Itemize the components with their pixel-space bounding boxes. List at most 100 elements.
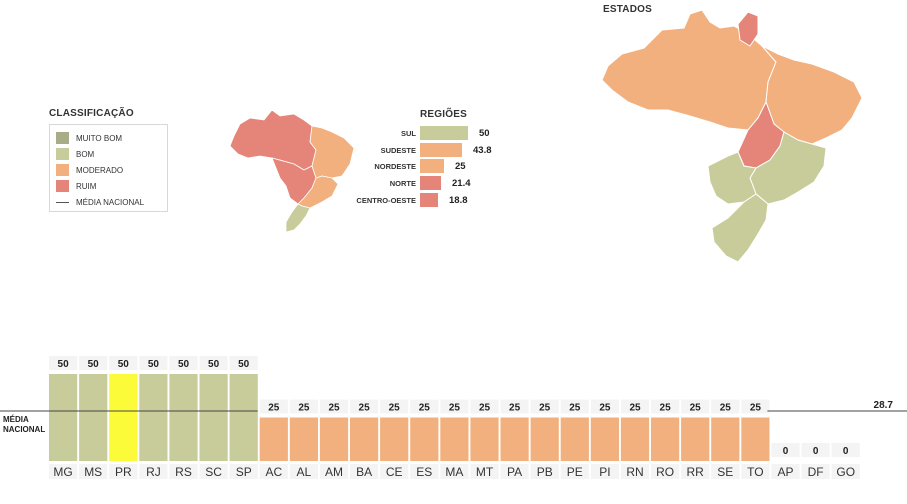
region-value: 50	[479, 128, 490, 139]
tick-bg	[410, 464, 439, 479]
tick-bg	[590, 464, 619, 479]
bar-se	[711, 417, 740, 461]
legend-label: MODERADO	[76, 165, 124, 175]
bar-value-bg	[229, 356, 258, 370]
tick-label: AP	[777, 465, 793, 479]
bar-ba	[350, 417, 379, 461]
bar-ce	[380, 417, 409, 461]
tick-label: MT	[476, 465, 494, 479]
bar-value-label: 25	[660, 403, 672, 414]
bar-ms	[79, 374, 108, 461]
tick-bg	[470, 464, 499, 479]
tick-bg	[169, 464, 198, 479]
bar-value-bg	[831, 443, 860, 457]
bar-value-bg	[711, 399, 740, 414]
tick-label: MS	[84, 465, 102, 479]
regions-map	[229, 109, 355, 233]
bar-value-bg	[169, 356, 198, 370]
bar-value-label: 25	[298, 403, 310, 414]
tick-label: GO	[836, 465, 855, 479]
bar-value-label: 25	[328, 403, 340, 414]
bar-value-bg	[651, 399, 680, 414]
tick-label: RS	[175, 465, 192, 479]
bar-value-label: 0	[843, 446, 849, 457]
states-title: ESTADOS	[603, 4, 652, 15]
regions-title: REGIÕES	[420, 109, 467, 120]
region-bar	[420, 193, 438, 207]
tick-bg	[620, 464, 650, 479]
bar-mg	[49, 374, 78, 461]
tick-bg	[681, 464, 710, 479]
tick-bg	[199, 464, 228, 479]
bar-value-label: 50	[88, 359, 100, 370]
legend-swatch	[56, 132, 69, 144]
state-map-northeast	[761, 45, 863, 145]
bar-value-label: 0	[783, 446, 789, 457]
region-label: SUL	[401, 129, 416, 138]
legend-item-moderado: MODERADO	[56, 164, 123, 176]
tick-bg	[79, 464, 108, 479]
tick-label: PE	[567, 465, 583, 479]
region-row-sudeste: SUDESTE 43.8	[360, 143, 500, 157]
bar-value-label: 25	[389, 403, 401, 414]
legend-swatch	[56, 164, 69, 176]
region-bar	[420, 126, 468, 140]
tick-bg	[831, 464, 860, 479]
region-label: CENTRO-OESTE	[356, 196, 416, 205]
bar-value-bg	[440, 399, 469, 414]
bar-value-label: 25	[720, 403, 732, 414]
bar-to	[741, 417, 770, 461]
tick-label: SP	[236, 465, 252, 479]
bar-value-label: 25	[359, 403, 371, 414]
bar-rj	[139, 374, 168, 461]
legend-item-bom: BOM	[56, 148, 94, 160]
tick-bg	[771, 464, 800, 479]
bar-sp	[229, 374, 258, 461]
bar-value-bg	[470, 399, 499, 414]
bar-ro	[651, 417, 680, 461]
tick-bg	[711, 464, 740, 479]
tick-label: SE	[717, 465, 733, 479]
legend-title: CLASSIFICAÇÃO	[49, 108, 134, 119]
media-nacional-label: NACIONAL	[3, 425, 45, 434]
tick-label: RJ	[146, 465, 161, 479]
bar-pi	[590, 417, 619, 461]
region-row-nordeste: NORDESTE 25	[360, 159, 500, 173]
bar-value-label: 25	[449, 403, 461, 414]
tick-label: AC	[265, 465, 282, 479]
bar-pr	[109, 374, 138, 461]
tick-bg	[259, 464, 288, 479]
state-map-ap	[737, 11, 759, 47]
bar-ac	[259, 417, 288, 461]
legend-item-media-nacional: MÉDIA NACIONAL	[56, 196, 144, 208]
region-nordeste	[309, 125, 355, 179]
bar-value-label: 50	[178, 359, 190, 370]
bar-value-label: 50	[238, 359, 250, 370]
bar-ma	[440, 417, 469, 461]
media-nacional-label: MÉDIA	[3, 415, 29, 424]
bar-value-bg	[410, 399, 439, 414]
bar-value-label: 25	[268, 403, 280, 414]
bar-al	[289, 417, 318, 461]
bar-value-label: 50	[208, 359, 220, 370]
legend-swatch	[56, 180, 69, 192]
tick-bg	[741, 464, 770, 479]
tick-label: BA	[356, 465, 372, 479]
tick-label: PB	[537, 465, 553, 479]
tick-label: RR	[687, 465, 705, 479]
region-label: NORTE	[389, 179, 416, 188]
bar-value-bg	[380, 399, 409, 414]
tick-bg	[139, 464, 168, 479]
bar-sc	[199, 374, 228, 461]
bar-value-bg	[199, 356, 228, 370]
tick-bg	[289, 464, 318, 479]
tick-label: PR	[115, 465, 132, 479]
tick-bg	[49, 464, 78, 479]
bar-rn	[620, 417, 650, 461]
legend-label: RUIM	[76, 181, 97, 191]
state-map-southeast	[749, 131, 827, 205]
region-label: NORDESTE	[374, 162, 416, 171]
bar-pa	[500, 417, 529, 461]
bar-value-bg	[109, 356, 138, 370]
bar-pe	[560, 417, 589, 461]
